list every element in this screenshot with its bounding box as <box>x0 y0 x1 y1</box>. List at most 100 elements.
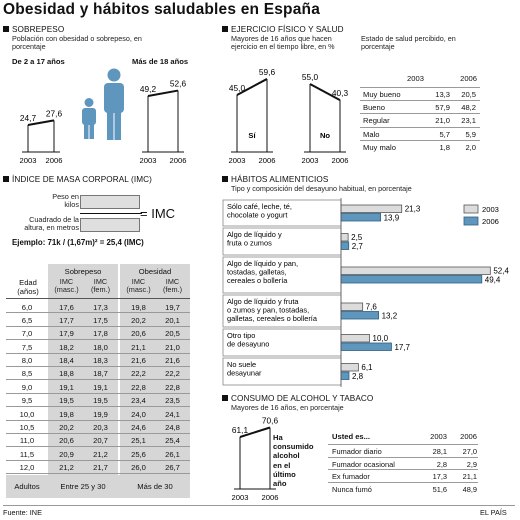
row-label: Muy bueno <box>363 90 401 99</box>
bar-2006 <box>340 342 392 351</box>
row-label: Fumador ocasional <box>332 459 395 469</box>
category-box <box>222 227 342 256</box>
sobrepeso-fem-cell: 18,3 <box>93 356 108 366</box>
imc-title: ÍNDICE DE MASA CORPORAL (IMC) <box>12 175 152 184</box>
sobrepeso-masc-cell: 17,9 <box>59 329 74 339</box>
table-row: Muy bueno 13,3 20,5 <box>360 87 480 101</box>
bar-2006 <box>340 311 380 320</box>
obesidad-masc-cell: 24,6 <box>131 423 146 433</box>
row-value-2003: 28,1 <box>432 447 447 456</box>
imc-table-rows: 6,0 17,6 17,3 19,8 19,7 6,5 17,7 17,5 20,2 20,1 7,… <box>6 300 190 475</box>
x-tick-label: 2006 <box>332 156 349 165</box>
x-tick-label: 2006 <box>46 156 63 165</box>
legend-swatch-2003 <box>463 204 479 214</box>
alcohol-chart: 61,1 70,6 2003 2006 <box>232 416 279 503</box>
table-row: Fumador diario 28,1 27,0 <box>328 444 478 457</box>
sobrepeso-fem-cell: 18,0 <box>93 342 108 352</box>
bar-label-2003: 7,6 <box>366 303 378 312</box>
obesidad-fem-cell: 21,0 <box>165 342 180 352</box>
table-row: 7,0 17,9 17,8 20,6 20,5 <box>6 327 190 341</box>
obesidad-fem-cell: 26,1 <box>165 449 180 459</box>
sobrepeso-masc-cell: 18,4 <box>59 356 74 366</box>
table-row: 7,5 18,2 18,0 21,1 21,0 <box>6 340 190 354</box>
alcohol-title: CONSUMO DE ALCOHOL Y TABACO <box>231 394 374 403</box>
edad-cell: 12,0 <box>19 463 35 473</box>
series-name: No <box>320 131 330 140</box>
table-row: 9,0 19,1 19,1 22,8 22,8 <box>6 380 190 394</box>
obesidad-masc-cell: 21,1 <box>131 342 146 352</box>
row-label: Muy malo <box>363 143 396 152</box>
category-box <box>222 199 342 227</box>
imc-altura-label: Cuadrado de la altura, en metros <box>24 215 79 232</box>
sobrepeso-masc-cell: 18,8 <box>59 369 74 379</box>
footer-rule <box>3 505 515 506</box>
section-square-icon <box>222 176 228 182</box>
edad-cell: 8,5 <box>21 369 33 379</box>
imc-header-edad: Edad (años) <box>17 278 39 296</box>
row-label: Bueno <box>363 102 385 112</box>
row-value-2006: 5,9 <box>465 129 476 139</box>
imc-sub-fem-2: IMC (fem.) <box>162 277 183 295</box>
category-label: desayunar <box>227 369 262 378</box>
alcohol-series: 61,1 70,6 2003 2006 <box>232 416 279 503</box>
section-title-alcohol: CONSUMO DE ALCOHOL Y TABACO <box>222 394 373 403</box>
imc-table-bg-2 <box>120 264 190 498</box>
row-value-2006: 48,9 <box>462 484 477 494</box>
row-value-2003: 17,3 <box>432 472 447 481</box>
category-label: de desayuno <box>227 340 269 349</box>
sobrepeso-masc-cell: 21,2 <box>59 463 74 473</box>
table-row: 11,5 20,9 21,2 25,6 26,1 <box>6 447 190 461</box>
imc-fraction-line <box>80 213 142 214</box>
imc-header-rule <box>6 298 190 299</box>
category-label: Otro tipo <box>227 331 255 340</box>
category-box <box>222 294 342 328</box>
alcohol-subtitle: Mayores de 16 años, en porcentaje <box>231 403 344 412</box>
category-box <box>222 328 342 357</box>
category-label: Algo de líquido y fruta <box>227 297 299 306</box>
table-row: Nunca fumó 51,6 48,9 <box>328 481 478 495</box>
row-value-2006: 27,0 <box>462 447 477 456</box>
obesidad-masc-cell: 24,0 <box>131 409 146 419</box>
row-value-2006: 21,1 <box>462 472 477 481</box>
data-label: 45,0 <box>229 83 246 93</box>
sobrepeso-series-children: 24,7 27,6 2003 2006 <box>20 108 63 165</box>
x-tick-label: 2006 <box>262 493 279 502</box>
salud-table: 2003 2006 <box>360 72 480 85</box>
obesidad-masc-cell: 22,8 <box>131 382 146 392</box>
obesidad-masc-cell: 19,8 <box>131 302 146 312</box>
sobrepeso-group1-label: De 2 a 17 años <box>12 57 65 66</box>
bar-label-2006: 13,2 <box>382 311 398 320</box>
habitos-chart: Sólo café, leche, té,chocolate o yogurt 2… <box>222 198 509 387</box>
category-label: tostadas, galletas, <box>227 268 287 277</box>
bar-2003 <box>340 233 349 242</box>
footer-source: Fuente: INE <box>3 508 42 517</box>
ejercicio-chart: 45,0 59,6 2003 2006 Sí 55,0 40,3 2003 2006 No <box>229 67 349 165</box>
section-square-icon <box>222 395 228 401</box>
edad-cell: 11,0 <box>19 436 35 446</box>
table-row: Fumador ocasional 2,8 2,9 <box>328 456 478 470</box>
habitos-subtitle: Tipo y composición del desayuno habitual… <box>231 184 412 193</box>
edad-cell: 11,5 <box>19 449 35 459</box>
row-label: Malo <box>363 129 380 139</box>
obesidad-fem-cell: 22,2 <box>165 369 180 379</box>
trend-line <box>236 78 268 96</box>
ejercicio-series-no: 55,0 40,3 2003 2006 No <box>302 72 349 165</box>
trend-line <box>239 426 271 438</box>
sobrepeso-masc-cell: 18,2 <box>59 342 74 352</box>
sobrepeso-masc-cell: 20,9 <box>59 449 74 459</box>
obesidad-fem-cell: 19,7 <box>165 302 180 312</box>
obesidad-fem-cell: 24,8 <box>165 423 180 433</box>
alcohol-col-2006: 2006 <box>460 432 477 441</box>
bar-label-2006: 17,7 <box>394 343 410 352</box>
category-label: fruta o zumos <box>227 239 272 248</box>
x-tick-label: 2003 <box>20 156 37 165</box>
legend-label-2003: 2003 <box>482 205 499 214</box>
row-label: Fumador diario <box>332 447 382 456</box>
imc-table-bg-1 <box>48 264 118 498</box>
sobrepeso-fem-cell: 19,5 <box>93 396 108 406</box>
sobrepeso-masc-cell: 19,5 <box>59 396 74 406</box>
alcohol-table-rows: Fumador diario 28,1 27,0 Fumador ocasional 2… <box>328 444 478 494</box>
obesidad-fem-cell: 22,8 <box>165 382 180 392</box>
edad-cell: 9,0 <box>21 382 33 392</box>
legend-swatch-2006 <box>463 216 479 226</box>
